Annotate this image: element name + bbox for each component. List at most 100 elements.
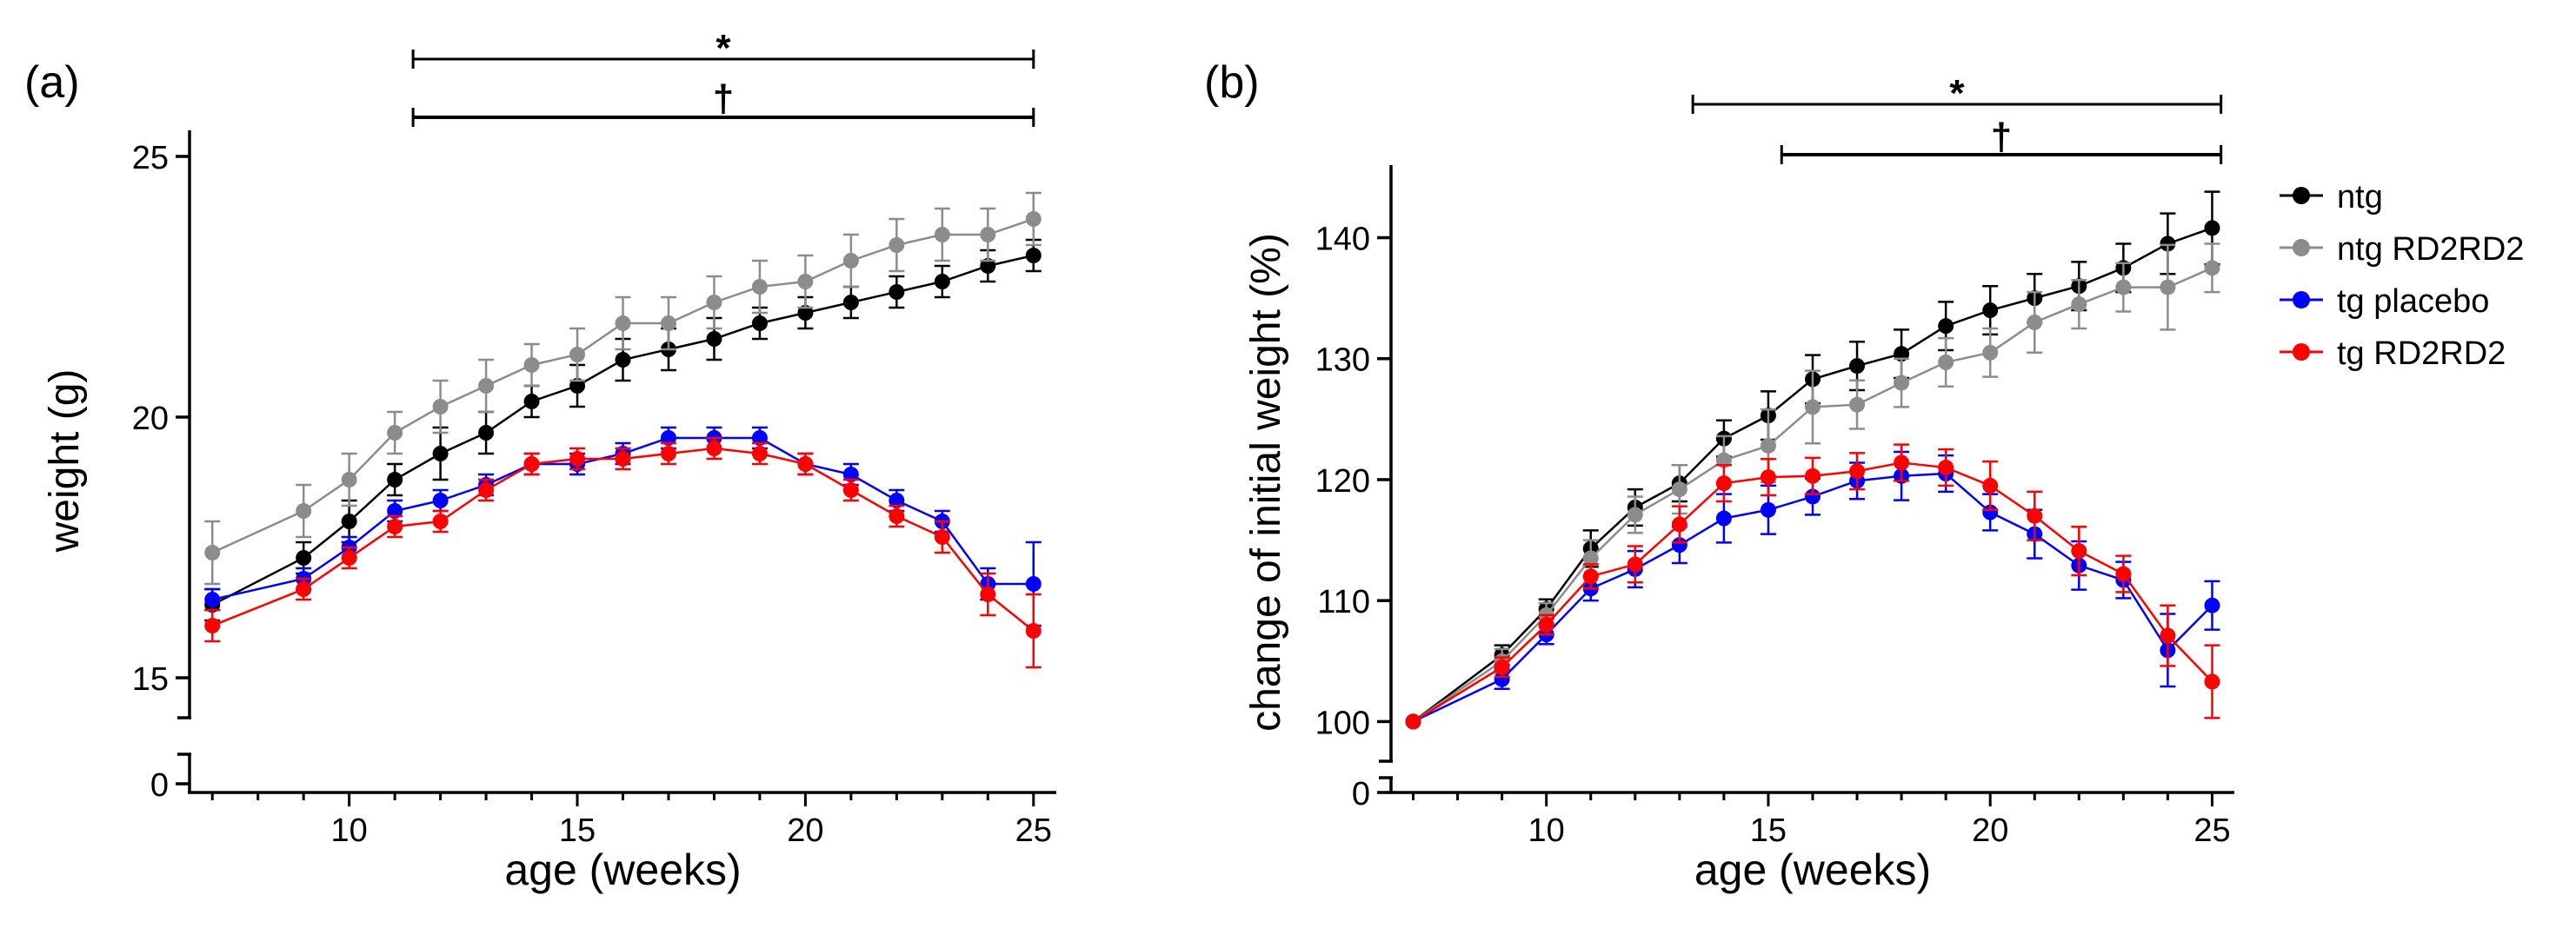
data-point bbox=[615, 315, 631, 331]
y-tick-label: 0 bbox=[150, 767, 169, 804]
data-point bbox=[432, 446, 449, 461]
data-point bbox=[1627, 507, 1643, 523]
legend-swatch-marker bbox=[2293, 343, 2310, 361]
data-point bbox=[1982, 504, 1999, 521]
data-point bbox=[1405, 713, 1421, 730]
x-axis: 10 15 20 25 bbox=[1389, 791, 2234, 849]
data-point bbox=[1805, 399, 1821, 415]
data-point bbox=[2204, 220, 2220, 236]
data-point bbox=[2204, 597, 2220, 613]
data-point bbox=[204, 545, 221, 560]
data-point bbox=[1938, 460, 1954, 476]
data-point bbox=[296, 503, 312, 519]
data-point bbox=[523, 394, 540, 409]
data-point bbox=[2160, 235, 2176, 252]
data-point bbox=[1671, 537, 1687, 554]
data-point bbox=[1025, 211, 1042, 227]
panel-a: (a) 0 15 20 25 weight (g) 10 15 20 25 age (weeks) *… bbox=[24, 27, 1056, 894]
data-point bbox=[751, 279, 768, 295]
legend-swatch-marker bbox=[2293, 187, 2310, 204]
y-tick-label: 120 bbox=[1315, 463, 1370, 500]
data-point bbox=[660, 430, 676, 446]
data-point bbox=[1582, 568, 1599, 585]
series-ntg-rd2rd2 bbox=[204, 191, 1042, 586]
series-line-ntg-rd2rd2 bbox=[211, 217, 1035, 554]
data-point bbox=[797, 274, 814, 289]
data-point bbox=[1938, 318, 1954, 335]
data-point bbox=[797, 305, 814, 321]
data-point bbox=[432, 493, 449, 508]
legend-item-ntg-rd2rd2: ntg RD2RD2 bbox=[2280, 231, 2524, 268]
data-point bbox=[842, 482, 859, 498]
series-tg-rd2rd2 bbox=[1405, 443, 2220, 730]
data-point bbox=[934, 274, 950, 289]
data-point bbox=[1538, 617, 1554, 633]
data-point bbox=[296, 550, 312, 566]
data-point bbox=[204, 618, 221, 633]
data-point bbox=[2204, 260, 2220, 276]
y-tick-label: 0 bbox=[1352, 776, 1370, 812]
data-point bbox=[889, 284, 905, 300]
data-point bbox=[204, 592, 221, 607]
data-point bbox=[1025, 248, 1042, 263]
y-axis-label: weight (g) bbox=[42, 369, 88, 554]
data-point bbox=[2027, 507, 2043, 524]
data-point bbox=[569, 451, 586, 467]
x-tick-label: 15 bbox=[559, 812, 596, 849]
data-point bbox=[842, 467, 859, 482]
significance-symbol: * bbox=[716, 27, 731, 70]
data-point bbox=[341, 514, 357, 529]
data-point bbox=[1982, 302, 1999, 319]
x-tick-label: 10 bbox=[331, 812, 368, 849]
data-point bbox=[751, 430, 768, 446]
series-tg-rd2rd2 bbox=[204, 436, 1042, 669]
data-point bbox=[797, 456, 814, 472]
data-point bbox=[1982, 344, 1999, 361]
data-point bbox=[842, 295, 859, 310]
data-point bbox=[1671, 516, 1687, 533]
x-axis: 10 15 20 25 bbox=[188, 791, 1056, 849]
data-point bbox=[889, 508, 905, 524]
data-point bbox=[980, 587, 996, 602]
data-point bbox=[1627, 556, 1643, 573]
data-point bbox=[341, 472, 357, 487]
data-point bbox=[980, 227, 996, 242]
data-point bbox=[478, 425, 495, 441]
legend-item-tg-rd2rd2: tg RD2RD2 bbox=[2280, 335, 2506, 372]
data-point bbox=[523, 357, 540, 373]
data-point bbox=[1494, 659, 1510, 675]
data-point bbox=[2160, 627, 2176, 644]
x-tick-label: 20 bbox=[1972, 812, 2008, 849]
data-point bbox=[1582, 550, 1599, 567]
legend-swatch-marker bbox=[2293, 239, 2310, 256]
data-point bbox=[341, 550, 357, 566]
data-point bbox=[1760, 501, 1776, 518]
legend: ntg ntg RD2RD2 tg placebo tg RD2RD2 bbox=[2280, 179, 2524, 372]
data-point bbox=[706, 295, 722, 310]
legend-item-ntg: ntg bbox=[2280, 179, 2383, 216]
data-point bbox=[387, 503, 403, 519]
data-point bbox=[1938, 354, 1954, 370]
data-point bbox=[569, 378, 586, 394]
x-axis-label: age (weeks) bbox=[504, 845, 741, 894]
data-point bbox=[2204, 673, 2220, 690]
y-tick-label: 140 bbox=[1315, 222, 1370, 258]
series-line-tg-rd2rd2 bbox=[1412, 461, 2213, 723]
data-point bbox=[2115, 566, 2132, 582]
data-point bbox=[1894, 375, 1910, 391]
data-point bbox=[478, 482, 495, 498]
legend-swatch-marker bbox=[2293, 291, 2310, 308]
data-point bbox=[569, 347, 586, 362]
data-point bbox=[432, 399, 449, 414]
data-point bbox=[615, 352, 631, 368]
data-point bbox=[1671, 481, 1687, 498]
significance-symbol: † bbox=[713, 77, 734, 120]
data-point bbox=[478, 378, 495, 394]
x-tick-label: 25 bbox=[1015, 812, 1052, 849]
data-point bbox=[1760, 437, 1776, 454]
data-point bbox=[934, 529, 950, 545]
y-tick-label: 110 bbox=[1317, 584, 1370, 620]
data-point bbox=[1715, 475, 1732, 492]
significance-symbol: † bbox=[1991, 116, 2012, 158]
legend-label: tg placebo bbox=[2337, 283, 2489, 320]
